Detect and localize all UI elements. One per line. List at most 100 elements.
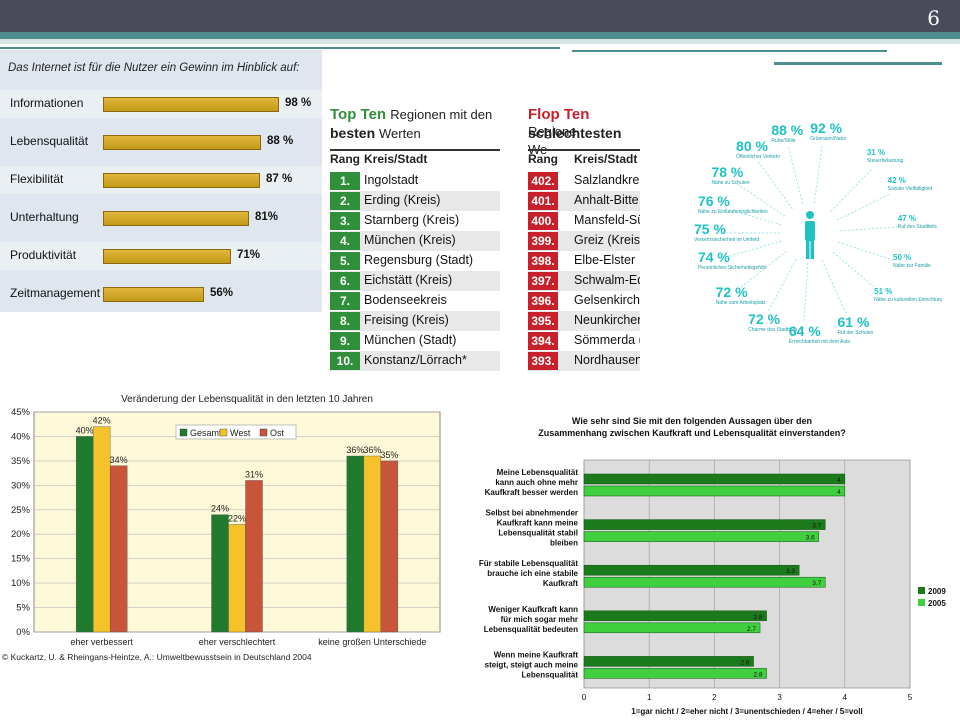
category-label: kann auch ohne mehr [495,478,578,487]
category-label: bleiben [550,539,578,548]
flop-ten-col-rang: Rang [528,152,558,166]
top-ten-heading-rest: Regionen mit den [390,107,493,122]
radial-label: Steuerbelastung [866,157,904,164]
x-tick-label: 2 [712,693,717,702]
chart-title: Das Internet ist für die Nutzer ein Gewi… [8,62,300,74]
rank-badge: 8. [330,312,360,330]
flop-ten-heading-rest: Regione [528,124,577,139]
top-ten-col-kreis: Kreis/Stadt [364,152,428,166]
rank-badge: 395. [528,312,558,330]
data-label: 3.6 [806,535,815,542]
rank-badge: 400. [528,212,558,230]
rank-badge: 402. [528,172,558,190]
radial-line [740,251,787,288]
radial-label: Charme des Stadtteils [748,327,798,334]
table-row [330,271,500,291]
kaufkraft-chart-svg: Wie sehr sind Sie mit den folgenden Auss… [479,416,946,716]
radial-line [788,147,804,204]
bar [103,97,279,112]
region-name: Konstanz/Lörrach* [364,353,467,367]
category-label: Selbst bei abnehmender [486,509,578,518]
legend-swatch [179,428,188,437]
radial-percentage: 78 % [711,163,744,180]
radial-percentage: 50 % [893,252,912,262]
legend-label: 2005 [928,599,946,608]
legend-swatch [918,599,925,606]
category-label: Weniger Kaufkraft kann [488,605,578,614]
rank-badge: 9. [330,332,360,350]
bar-value-label: 56% [210,287,234,299]
rank-badge: 2. [330,192,360,210]
legend-label: West [230,428,251,438]
radial-label: Nähe zu Einkaufsmöglichkeiten [697,208,768,215]
rank-badge: 394. [528,332,558,350]
kaufkraft-chart: Wie sehr sind Sie mit den folgenden Auss… [462,412,946,718]
radial-percentage: 47 % [897,213,916,223]
bar [583,622,761,634]
radial-label: Grünraum/Natur [810,135,847,142]
top-ten-col-rang: Rang [330,152,360,166]
bar [211,514,229,633]
radial-line [813,145,823,204]
y-tick-label: 20% [11,529,31,540]
top-ten-heading-line2-rest: Werten [379,126,421,141]
bar [380,460,399,633]
region-name: Schwalm-Ed [574,273,640,287]
y-tick-label: 5% [16,603,30,614]
bar [583,668,767,679]
data-label: 3.7 [812,523,821,530]
bar [103,135,261,150]
top-ten-heading-line2: besten Werten [330,125,421,141]
bar-row: Unterhaltung 81% [0,204,322,232]
table-row [330,231,500,251]
radial-label: Ruf der Schulen [837,330,874,337]
bar [109,465,128,633]
radial-percentage: 74 % [697,249,730,266]
category-label: Lebensqualität [522,670,579,679]
chart-title-line: Zusammenhang zwischen Kaufkraft und Lebe… [538,428,846,438]
category-label: Für stabile Lebensqualität [479,559,578,568]
bar-label: Unterhaltung [10,210,79,224]
radial-percentage: 31 % [866,147,886,157]
person-icon [805,221,815,241]
rank-badge: 6. [330,272,360,290]
radial-label: Erreichbarkeit mit dem Auto [788,338,851,345]
y-tick-label: 35% [11,456,31,467]
rank-badge: 397. [528,272,558,290]
table-row [330,351,500,371]
table-rule [330,149,500,151]
bar [228,524,246,633]
rank-badge: 399. [528,232,558,250]
radial-label: Persönliches Sicherheitsgefühl [697,265,767,272]
rank-badge: 3. [330,212,360,230]
table-row [330,331,500,351]
radial-line [803,262,809,321]
radial-percentage: 51 % [874,286,893,296]
table-row [330,311,500,331]
region-name: Greiz (Kreis) [574,233,640,247]
region-name: Anhalt-Bitte [574,193,639,207]
bar [583,564,800,576]
radial-line [832,251,878,290]
bar [245,480,263,633]
source-note: © Kuckartz, U. & Rheingans-Heintze, A.: … [2,652,312,662]
region-name: München (Stadt) [364,333,457,347]
radial-percentage: 61 % [837,314,870,331]
rank-badge: 7. [330,292,360,310]
data-label: 40% [76,425,94,435]
y-tick-label: 15% [11,554,31,565]
data-label: 4 [837,489,841,496]
bar-row: Flexibilität 87 % [0,166,322,194]
radial-percentage: 75 % [694,221,726,237]
rank-badge: 396. [528,292,558,310]
radial-line [838,241,894,261]
category-label: brauche ich eine stabile [487,569,578,578]
bar-value-label: 81% [255,211,279,223]
header-accent-line [0,32,960,39]
radial-line [725,208,782,226]
category-label: Wenn meine Kaufkraft [494,650,579,659]
radial-line [830,169,872,212]
region-name: Erding (Kreis) [364,193,441,207]
bar-label: Produktivität [10,248,77,262]
rank-badge: 5. [330,252,360,270]
